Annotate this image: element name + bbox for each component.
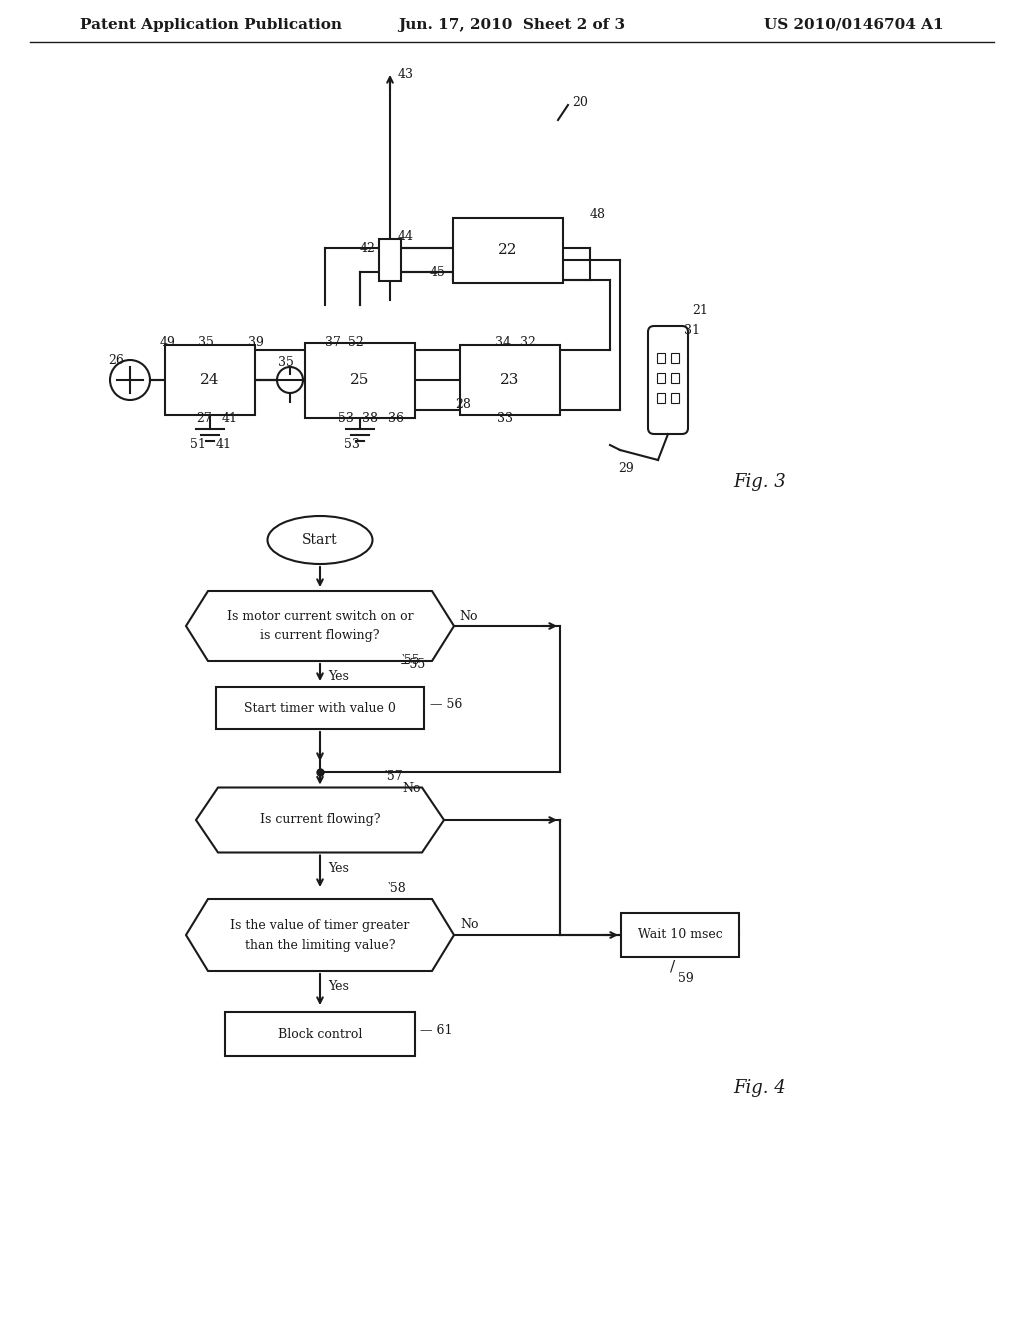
Text: No: No <box>460 919 478 932</box>
Text: 26: 26 <box>108 354 124 367</box>
Text: 33: 33 <box>497 412 513 425</box>
Bar <box>657 393 665 403</box>
Text: 28: 28 <box>455 399 471 412</box>
Text: 53: 53 <box>344 438 359 451</box>
Bar <box>216 686 424 729</box>
Text: Yes: Yes <box>328 671 349 684</box>
Text: Is the value of timer greater: Is the value of timer greater <box>230 919 410 932</box>
Text: 38: 38 <box>362 412 378 425</box>
Text: 44: 44 <box>398 230 414 243</box>
Text: Yes: Yes <box>328 862 349 875</box>
Bar <box>621 913 739 957</box>
Text: is current flowing?: is current flowing? <box>260 630 380 643</box>
Text: Patent Application Publication: Patent Application Publication <box>80 18 342 32</box>
Text: 42: 42 <box>360 242 376 255</box>
Text: ‵58: ‵58 <box>388 883 407 895</box>
Text: 23: 23 <box>501 374 520 387</box>
Text: 43: 43 <box>398 67 414 81</box>
Text: Is current flowing?: Is current flowing? <box>260 813 380 826</box>
Text: Is motor current switch on or: Is motor current switch on or <box>226 610 414 623</box>
Text: 32: 32 <box>520 335 536 348</box>
Text: 27: 27 <box>196 412 212 425</box>
Text: 37: 37 <box>325 335 341 348</box>
Text: 48: 48 <box>590 207 606 220</box>
Text: 52: 52 <box>348 335 364 348</box>
Text: Start timer with value 0: Start timer with value 0 <box>244 701 396 714</box>
Text: 53: 53 <box>338 412 354 425</box>
Text: 39: 39 <box>248 335 264 348</box>
Text: No: No <box>459 610 477 623</box>
Polygon shape <box>196 788 444 853</box>
Text: Block control: Block control <box>278 1027 362 1040</box>
Text: 51: 51 <box>190 438 206 451</box>
Text: No: No <box>402 781 421 795</box>
Text: Wait 10 msec: Wait 10 msec <box>638 928 722 941</box>
Text: ‵55: ‵55 <box>402 653 421 667</box>
Polygon shape <box>186 591 454 661</box>
Bar <box>305 342 415 417</box>
Text: 35: 35 <box>278 355 294 368</box>
Text: 36: 36 <box>388 412 404 425</box>
Text: 20: 20 <box>572 95 588 108</box>
Bar <box>460 345 560 414</box>
Text: 29: 29 <box>618 462 634 474</box>
Bar <box>165 345 255 414</box>
Text: US 2010/0146704 A1: US 2010/0146704 A1 <box>764 18 944 32</box>
Text: 41: 41 <box>222 412 238 425</box>
Bar <box>671 393 679 403</box>
Text: 25: 25 <box>350 374 370 387</box>
Polygon shape <box>186 899 454 972</box>
Text: 59: 59 <box>678 973 693 986</box>
Text: — 61: — 61 <box>420 1023 453 1036</box>
Text: 22: 22 <box>499 243 518 257</box>
Bar <box>379 239 401 281</box>
Text: /: / <box>670 960 675 974</box>
Text: 41: 41 <box>216 438 232 451</box>
Text: 35: 35 <box>198 335 214 348</box>
Text: ‵57: ‵57 <box>385 770 403 783</box>
Bar <box>657 352 665 363</box>
Text: 31: 31 <box>684 323 700 337</box>
Text: 49: 49 <box>160 335 176 348</box>
Bar <box>671 352 679 363</box>
Text: −55: −55 <box>400 657 426 671</box>
Text: Fig. 3: Fig. 3 <box>733 473 786 491</box>
Text: 21: 21 <box>692 304 708 317</box>
Bar <box>453 218 563 282</box>
Text: Jun. 17, 2010  Sheet 2 of 3: Jun. 17, 2010 Sheet 2 of 3 <box>398 18 626 32</box>
Bar <box>225 1012 415 1056</box>
Bar <box>671 374 679 383</box>
Bar <box>657 374 665 383</box>
Text: Start: Start <box>302 533 338 546</box>
Text: — 56: — 56 <box>430 697 463 710</box>
Text: Yes: Yes <box>328 981 349 994</box>
Text: 24: 24 <box>201 374 220 387</box>
Text: Fig. 4: Fig. 4 <box>733 1078 786 1097</box>
Ellipse shape <box>267 516 373 564</box>
Text: 34: 34 <box>495 335 511 348</box>
Text: than the limiting value?: than the limiting value? <box>245 939 395 952</box>
Text: 45: 45 <box>430 265 445 279</box>
